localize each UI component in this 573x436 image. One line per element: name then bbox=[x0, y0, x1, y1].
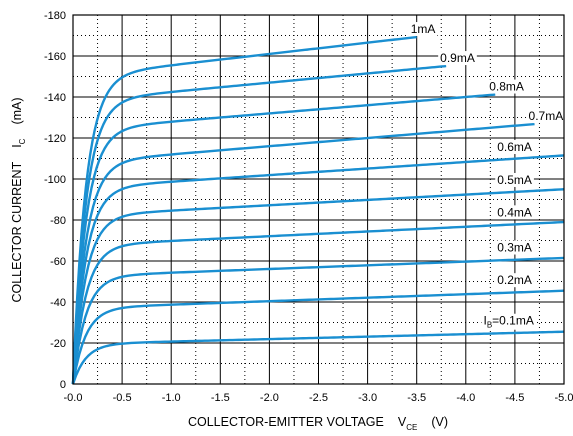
series-label-0.4mA: 0.4mA bbox=[497, 205, 532, 219]
y-tick-label: -100 bbox=[44, 174, 66, 186]
series-label-0.1mA: IB=0.1mA bbox=[483, 314, 533, 330]
series-label-background bbox=[495, 172, 534, 187]
x-tick-label: -4.0 bbox=[456, 392, 475, 404]
series-line-0.5mA bbox=[71, 188, 565, 385]
y-tick-label: -180 bbox=[44, 10, 66, 22]
x-tick-label: -2.5 bbox=[309, 392, 328, 404]
series-label-background bbox=[495, 273, 534, 288]
series-label-background bbox=[408, 22, 438, 37]
series-label-0.7mA: 0.7mA bbox=[529, 109, 564, 123]
series-line-0.1mA bbox=[71, 330, 565, 385]
x-axis-symbol: V bbox=[398, 415, 407, 429]
x-tick-labels: -0.0 -0.5 -1.0 -1.5 -2.0 -2.5 -3.0 -3.5 -4.0 -4.5… bbox=[64, 392, 573, 404]
x-axis-label: COLLECTOR-EMITTER VOLTAGE VCE (V) bbox=[188, 415, 448, 432]
x-axis-title: COLLECTOR-EMITTER VOLTAGE bbox=[188, 415, 384, 429]
series-line-0.9mA bbox=[71, 64, 447, 385]
y-tick-label: -160 bbox=[44, 51, 66, 63]
series-label-prefix: I bbox=[483, 314, 486, 328]
x-tick-label: -1.0 bbox=[162, 392, 181, 404]
series-label-1mA: 1mA bbox=[411, 22, 436, 36]
y-tick-label: -140 bbox=[44, 92, 66, 104]
series-label-0.2mA: 0.2mA bbox=[497, 273, 532, 287]
y-tick-label: -20 bbox=[50, 338, 66, 350]
x-tick-label: -3.0 bbox=[358, 392, 377, 404]
y-axis-subscript: C bbox=[18, 138, 27, 144]
x-tick-label: -0.5 bbox=[113, 392, 132, 404]
y-tick-label: -80 bbox=[50, 215, 66, 227]
series-label-background bbox=[495, 205, 534, 220]
y-tick-label: 0 bbox=[60, 379, 66, 391]
y-axis-title: COLLECTOR CURRENT bbox=[10, 161, 24, 302]
series-label-background bbox=[438, 51, 477, 66]
x-tick-label: -1.5 bbox=[211, 392, 230, 404]
series-label-0.5mA: 0.5mA bbox=[497, 173, 532, 187]
curves bbox=[71, 35, 565, 385]
y-axis-unit: (mA) bbox=[10, 97, 24, 124]
plot-frame bbox=[72, 14, 565, 385]
series-label-0.3mA: 0.3mA bbox=[497, 241, 532, 255]
series-line-0.3mA bbox=[71, 256, 565, 385]
x-tick-label: -3.5 bbox=[407, 392, 426, 404]
series-label-0.6mA: 0.6mA bbox=[497, 140, 532, 154]
series-label-subscript: B bbox=[487, 321, 492, 330]
x-tick-label: -2.0 bbox=[260, 392, 279, 404]
series-label-background bbox=[481, 313, 536, 330]
x-tick-label: -4.5 bbox=[505, 392, 524, 404]
series-line-0.6mA bbox=[71, 154, 565, 385]
series-line-0.2mA bbox=[71, 289, 565, 385]
series-label-background bbox=[526, 109, 566, 124]
y-tick-label: -60 bbox=[50, 256, 66, 268]
series-line-0.4mA bbox=[71, 220, 565, 385]
series-line-0.7mA bbox=[71, 122, 535, 385]
x-axis-subscript: CE bbox=[406, 423, 417, 432]
y-tick-label: -120 bbox=[44, 133, 66, 145]
y-tick-label: -40 bbox=[50, 297, 66, 309]
series-line-0.8mA bbox=[71, 93, 496, 385]
series-label-0.9mA: 0.9mA bbox=[440, 51, 475, 65]
series-label-background bbox=[495, 240, 534, 255]
curve-labels: IB=0.1mA 0.2mA 0.3mA 0.4mA 0.5mA 0.6mA 0.7mA 0.… bbox=[408, 22, 566, 330]
x-axis-unit: (V) bbox=[431, 415, 448, 429]
series-label-background bbox=[487, 79, 526, 94]
y-axis-label: COLLECTOR CURRENT IC (mA) bbox=[10, 97, 27, 302]
x-tick-label: -0.0 bbox=[64, 392, 83, 404]
y-axis-symbol: I bbox=[10, 144, 24, 147]
y-tick-labels: 0 -20 -40 -60 -80 -100 -120 -140 -160 -180 bbox=[44, 10, 66, 391]
series-label-suffix: =0.1mA bbox=[492, 314, 534, 328]
series-label-0.8mA: 0.8mA bbox=[489, 80, 524, 94]
series-line-1mA bbox=[71, 35, 417, 385]
series-label-background bbox=[495, 140, 534, 155]
x-tick-label: -5.0 bbox=[555, 392, 573, 404]
